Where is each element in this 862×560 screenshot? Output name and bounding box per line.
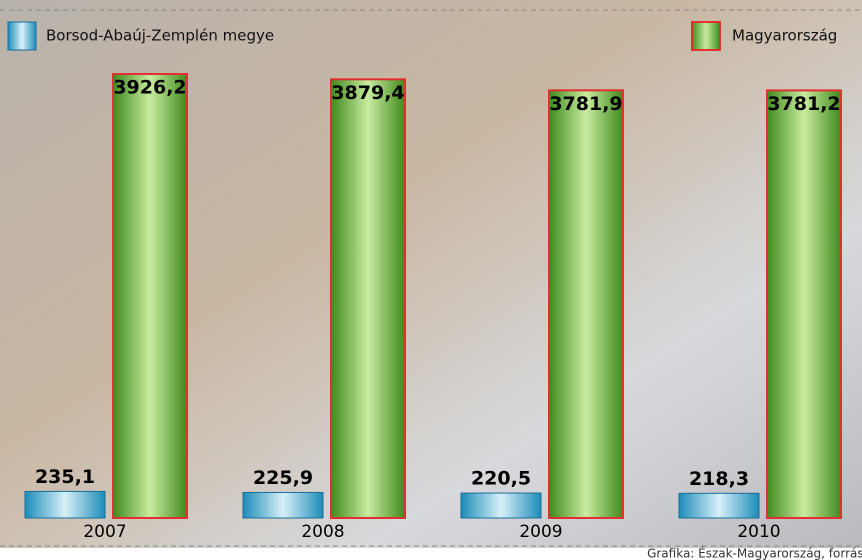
bar xyxy=(25,491,105,518)
value-label: 3926,2 xyxy=(113,77,186,99)
chart: Grafika: Észak-Magyarország, forrás: KSH… xyxy=(0,0,862,560)
x-tick-label: 2007 xyxy=(83,522,126,542)
legend-label: Magyarország xyxy=(732,27,837,45)
legend-label: Borsod-Abaúj-Zemplén megye xyxy=(46,27,274,45)
value-label: 3781,2 xyxy=(767,93,840,115)
bar xyxy=(679,493,759,518)
bar xyxy=(243,492,323,518)
legend-swatch xyxy=(692,22,720,50)
bar xyxy=(549,90,623,518)
bar xyxy=(331,79,405,518)
bar xyxy=(461,493,541,518)
value-label: 220,5 xyxy=(471,468,531,490)
bar xyxy=(113,74,187,518)
x-tick-label: 2008 xyxy=(301,522,344,542)
value-label: 3879,4 xyxy=(331,82,404,104)
legend-swatch xyxy=(8,22,36,50)
value-label: 225,9 xyxy=(253,467,313,489)
bar xyxy=(767,90,841,518)
page: Grafika: Észak-Magyarország, forrás: KSH… xyxy=(0,0,862,560)
x-tick-label: 2009 xyxy=(519,522,562,542)
value-label: 3781,9 xyxy=(549,93,622,115)
value-label: 218,3 xyxy=(689,468,749,490)
x-tick-label: 2010 xyxy=(737,522,780,542)
value-label: 235,1 xyxy=(35,466,95,488)
source: Grafika: Észak-Magyarország, forrás: KSH xyxy=(647,546,862,560)
